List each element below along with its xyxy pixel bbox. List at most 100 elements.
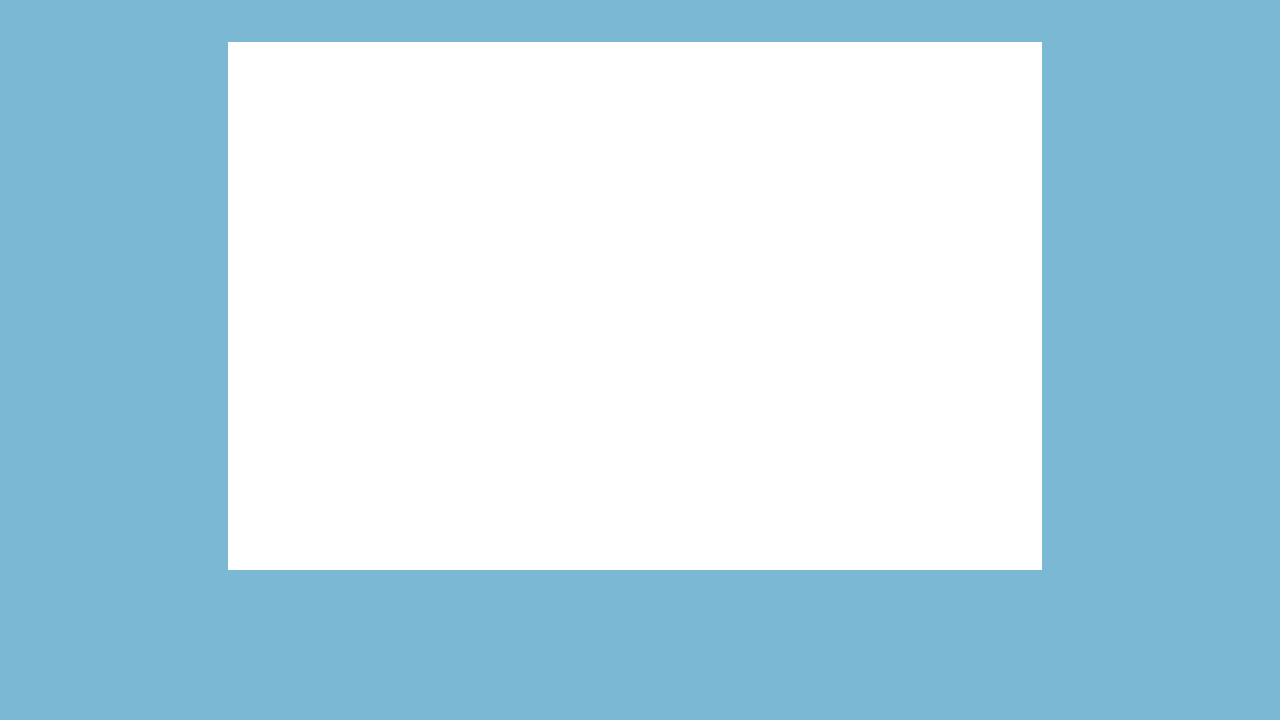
Point — [506, 334, 526, 346]
Text: Pakistan: Pakistan — [741, 354, 785, 364]
Point — [582, 369, 603, 381]
Point — [897, 203, 918, 215]
Text: Romania: Romania — [741, 246, 787, 256]
Point — [707, 295, 727, 307]
Point — [644, 210, 664, 222]
Text: Japan: Japan — [915, 201, 943, 211]
Point — [724, 248, 745, 259]
Point — [499, 356, 520, 368]
Point — [739, 300, 759, 311]
Text: Jamaica: Jamaica — [564, 281, 605, 291]
Point — [822, 138, 842, 150]
Point — [714, 279, 735, 290]
Point — [526, 249, 547, 261]
Point — [810, 229, 831, 240]
Text: Canada: Canada — [824, 104, 864, 113]
Text: Mauritania: Mauritania — [575, 433, 631, 444]
Text: Venezuela: Venezuela — [786, 307, 840, 316]
Point — [808, 105, 828, 117]
Text: Switzerland: Switzerland — [845, 256, 906, 266]
Point — [353, 484, 374, 495]
Point — [534, 410, 554, 421]
Y-axis label: (log) Total Years of Record in Country: (log) Total Years of Record in Country — [252, 162, 266, 418]
Text: Moldova: Moldova — [571, 380, 614, 390]
Point — [773, 323, 794, 335]
Text: Brazil: Brazil — [838, 137, 868, 147]
Point — [599, 405, 620, 416]
Point — [599, 314, 620, 325]
Point — [547, 282, 567, 294]
Text: Zimbabwe: Zimbabwe — [544, 247, 598, 257]
Point — [568, 318, 589, 329]
Point — [856, 279, 877, 290]
Point — [623, 333, 644, 344]
Text: Sri Lanka: Sri Lanka — [672, 387, 721, 397]
Point — [954, 295, 974, 307]
Point — [735, 413, 755, 425]
Text: Lesotho: Lesotho — [461, 295, 502, 305]
Point — [724, 356, 745, 368]
Point — [765, 288, 786, 300]
Text: Bulgaria: Bulgaria — [652, 351, 695, 361]
Point — [627, 307, 648, 318]
Point — [759, 150, 780, 161]
Text: Israel: Israel — [783, 286, 812, 296]
Text: South Africa: South Africa — [776, 148, 840, 158]
Point — [835, 325, 855, 336]
Point — [492, 316, 512, 328]
Text: Georgia: Georgia — [564, 334, 605, 344]
Point — [512, 397, 532, 408]
Point — [540, 366, 561, 377]
Point — [652, 251, 672, 263]
Point — [547, 336, 567, 348]
Point — [617, 295, 637, 307]
Point — [678, 423, 699, 434]
Text: Bangladesh: Bangladesh — [751, 412, 813, 422]
Point — [609, 281, 630, 292]
Point — [558, 436, 579, 447]
Point — [627, 379, 648, 390]
Text: São Tomé and Príncipe: São Tomé and Príncipe — [370, 482, 488, 492]
Point — [731, 199, 751, 211]
Point — [676, 268, 696, 279]
Point — [769, 308, 790, 320]
Text: Sweden: Sweden — [832, 184, 873, 194]
Text: Liberia: Liberia — [467, 310, 503, 320]
Text: United States: United States — [950, 81, 1020, 91]
Point — [575, 269, 595, 281]
Text: Belarus: Belarus — [676, 284, 714, 294]
Text: Ecuador: Ecuador — [692, 266, 735, 276]
Point — [867, 163, 887, 174]
Text: Sierra Leone: Sierra Leone — [492, 360, 557, 370]
Point — [554, 382, 575, 394]
Text: Slovakia: Slovakia — [721, 235, 764, 244]
Point — [475, 362, 495, 374]
Point — [814, 186, 835, 198]
Text: Mexico: Mexico — [828, 227, 864, 237]
Text: Italy: Italy — [873, 277, 896, 287]
X-axis label: (log) GDP in USD: (log) GDP in USD — [603, 545, 721, 559]
Point — [634, 392, 654, 403]
Point — [852, 177, 873, 189]
Text: Guinea: Guinea — [530, 297, 567, 307]
Text: Oman: Oman — [644, 305, 676, 315]
Point — [654, 390, 675, 401]
Point — [451, 312, 471, 323]
Point — [634, 353, 654, 364]
Point — [488, 216, 508, 228]
Point — [828, 258, 849, 270]
Point — [463, 353, 484, 364]
Text: Germany: Germany — [883, 161, 932, 171]
Point — [668, 275, 689, 287]
Point — [658, 297, 678, 309]
Point — [932, 84, 952, 95]
Point — [700, 399, 721, 410]
Point — [637, 418, 658, 429]
Point — [666, 338, 686, 349]
Text: Namibia: Namibia — [506, 214, 549, 224]
Text: Chile: Chile — [749, 197, 774, 207]
Point — [690, 203, 710, 215]
Text: Zambia: Zambia — [536, 235, 576, 244]
Text: Azerbaijan: Azerbaijan — [644, 377, 699, 387]
Point — [467, 333, 488, 344]
